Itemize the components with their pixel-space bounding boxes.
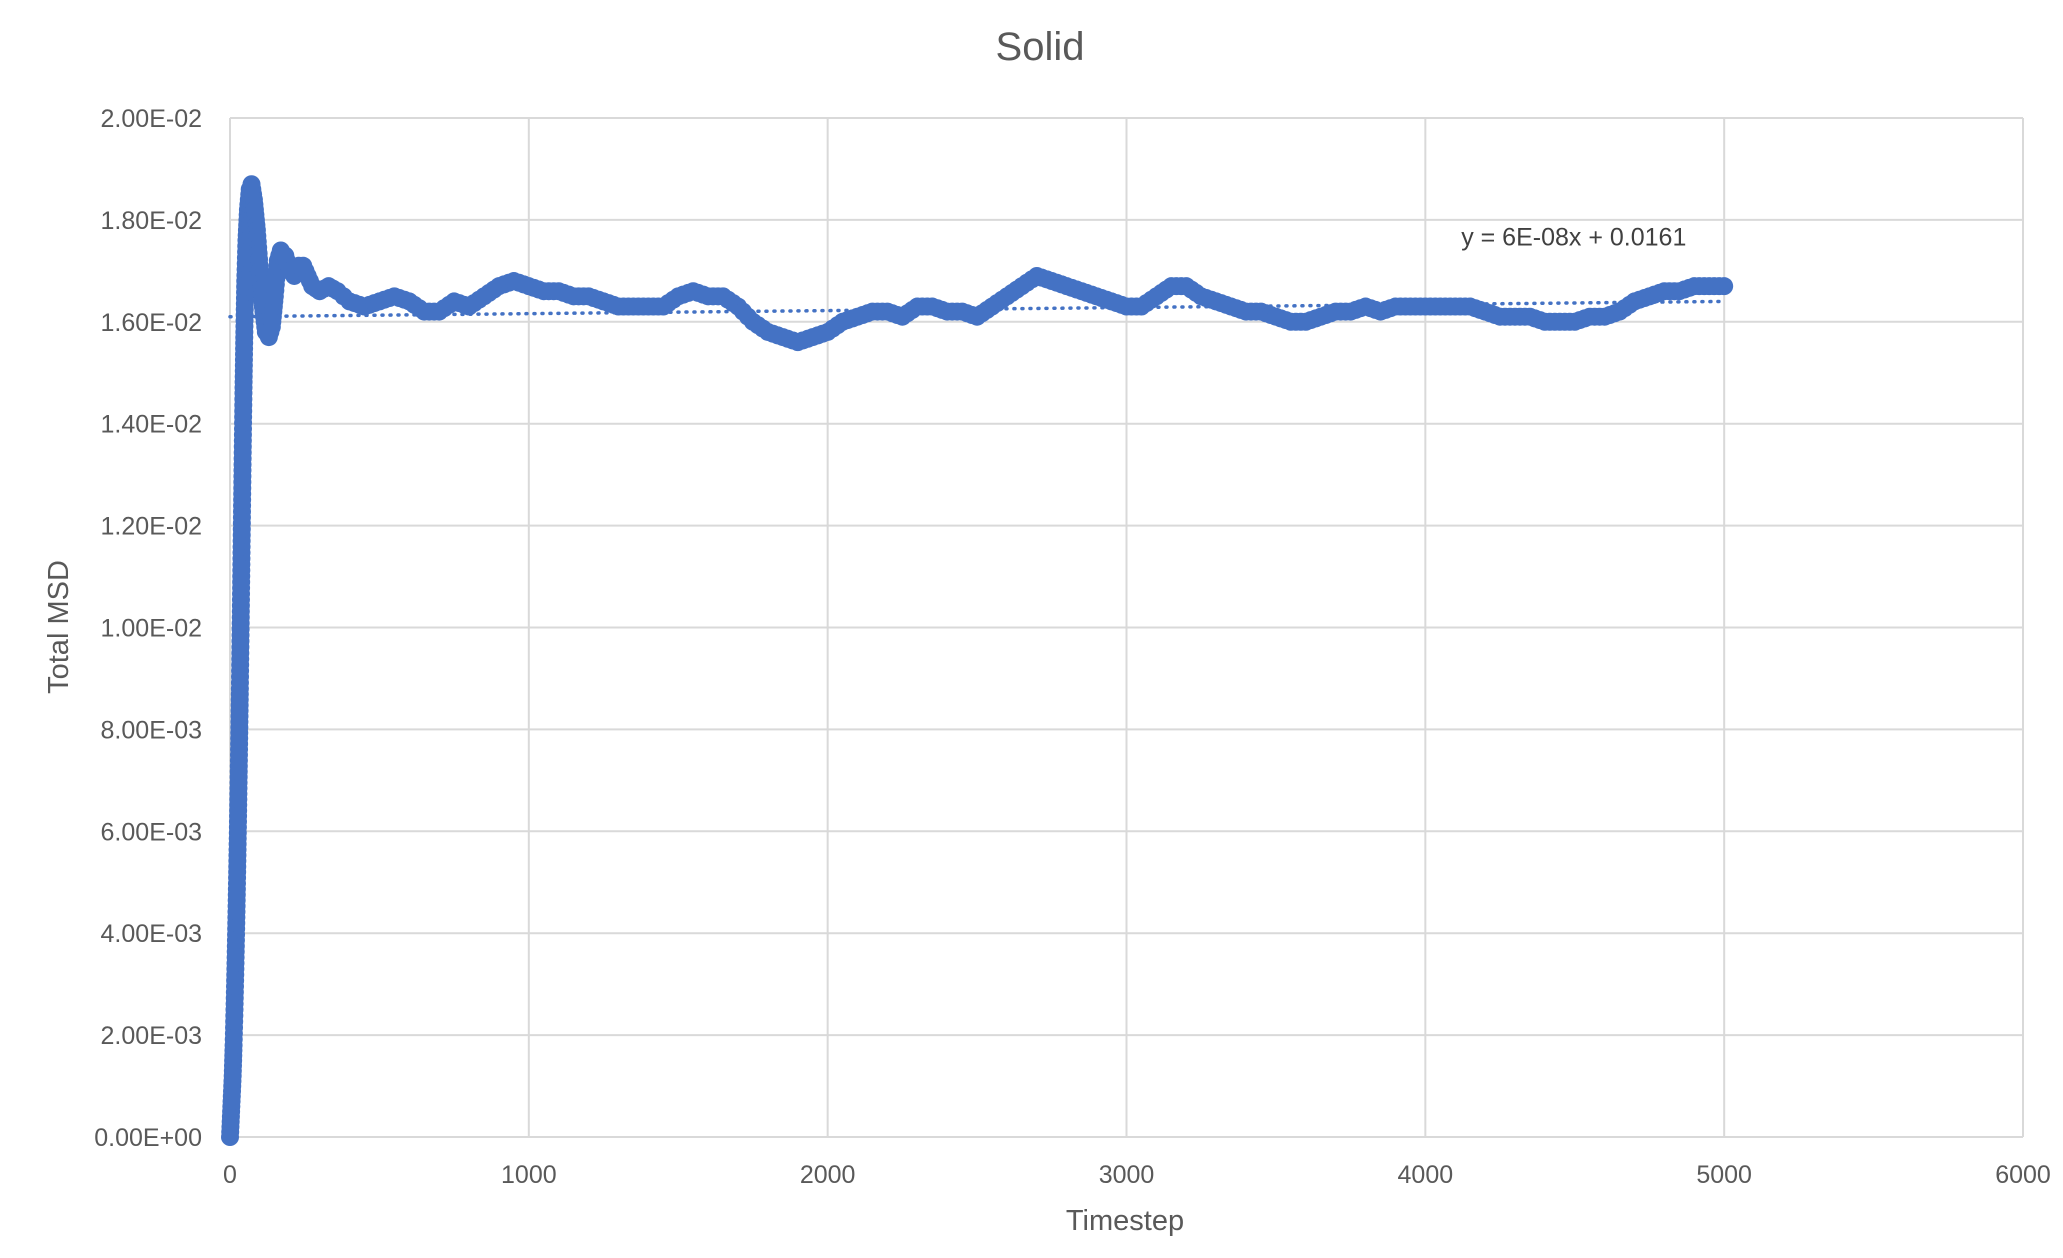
- x-tick-label: 6000: [1995, 1161, 2051, 1189]
- y-tick-label: 1.80E-02: [101, 207, 202, 235]
- trendline-layer: [228, 299, 1726, 319]
- y-tick-label: 0.00E+00: [94, 1124, 202, 1152]
- data-points: [221, 175, 1734, 1146]
- y-tick-label: 6.00E-03: [101, 818, 202, 846]
- y-tick-label: 2.00E-03: [101, 1022, 202, 1050]
- x-tick-label: 4000: [1398, 1161, 1454, 1189]
- y-tick-label: 1.60E-02: [101, 309, 202, 337]
- trendline-equation: y = 6E-08x + 0.0161: [1461, 223, 1686, 251]
- y-tick-labels: 0.00E+00 2.00E-03 4.00E-03 6.00E-03 8.00E-03…: [94, 105, 202, 1152]
- y-axis-title: Total MSD: [43, 560, 75, 694]
- gridlines: [229, 117, 2024, 1138]
- y-tick-label: 1.20E-02: [101, 513, 202, 541]
- data-point: [1715, 277, 1734, 296]
- x-tick-label: 2000: [800, 1161, 856, 1189]
- x-tick-label: 3000: [1099, 1161, 1155, 1189]
- x-tick-label: 5000: [1696, 1161, 1752, 1189]
- y-tick-label: 1.00E-02: [101, 615, 202, 643]
- x-tick-labels: 0 1000 2000 3000 4000 5000 6000: [223, 1161, 2051, 1189]
- y-tick-label: 2.00E-02: [101, 105, 202, 133]
- x-tick-label: 0: [223, 1161, 237, 1189]
- y-tick-label: 1.40E-02: [101, 411, 202, 439]
- x-axis-title: Timestep: [1066, 1205, 1184, 1237]
- x-tick-label: 1000: [501, 1161, 557, 1189]
- y-tick-label: 8.00E-03: [101, 716, 202, 744]
- chart-title: Solid: [996, 25, 1085, 69]
- trendline: [228, 299, 1726, 319]
- y-tick-label: 4.00E-03: [101, 920, 202, 948]
